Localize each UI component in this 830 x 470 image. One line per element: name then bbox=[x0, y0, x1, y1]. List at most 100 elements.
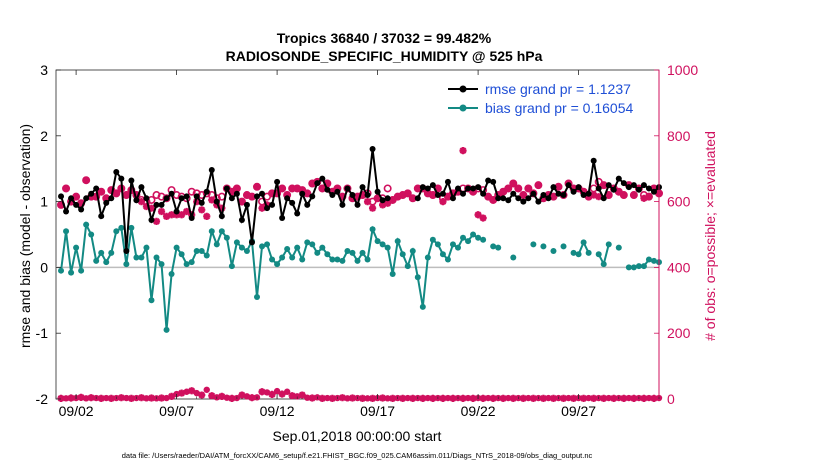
bias-point bbox=[118, 224, 125, 231]
bias-point bbox=[188, 259, 195, 266]
obs-evaluated-mark bbox=[198, 206, 206, 214]
obs-low-possible-mark bbox=[585, 394, 592, 402]
rmse-point bbox=[188, 215, 195, 222]
bias-point bbox=[630, 264, 637, 271]
rmse-point bbox=[203, 188, 210, 195]
obs-evaluated-mark bbox=[178, 211, 186, 219]
y2-tick-label: 600 bbox=[667, 194, 691, 210]
bias-point bbox=[98, 249, 105, 256]
bias-point bbox=[143, 244, 150, 251]
rmse-point bbox=[183, 193, 190, 200]
obs-evaluated-mark bbox=[157, 207, 166, 216]
obs-evaluated-mark bbox=[444, 193, 452, 201]
obs-evaluated-mark-stroke bbox=[338, 193, 347, 201]
obs-evaluated-mark bbox=[554, 183, 563, 191]
obs-evaluated-mark-stroke bbox=[524, 184, 532, 193]
bias-point bbox=[424, 254, 431, 261]
bias-point bbox=[444, 256, 451, 263]
obs-evaluated-mark-stroke bbox=[454, 188, 462, 196]
x-tick-label: 09/22 bbox=[461, 403, 496, 419]
obs-low-evaluated-mark bbox=[640, 394, 648, 402]
obs-possible-mark bbox=[187, 187, 196, 196]
bias-point bbox=[550, 247, 557, 254]
obs-low-evaluated-mark-stroke bbox=[198, 391, 206, 399]
rmse-point bbox=[329, 192, 336, 199]
obs-evaluated-mark-stroke bbox=[363, 198, 372, 206]
bias-point bbox=[228, 263, 235, 270]
bias-point bbox=[259, 243, 266, 250]
bias-point bbox=[540, 243, 547, 250]
obs-low-evaluated-mark-stroke bbox=[218, 392, 226, 400]
obs-low-evaluated-mark bbox=[519, 394, 527, 402]
obs-low-evaluated-mark-stroke bbox=[97, 394, 105, 402]
obs-low-evaluated-mark bbox=[379, 394, 387, 402]
obs-evaluated-mark-stroke bbox=[479, 214, 487, 222]
obs-low-evaluated-mark bbox=[509, 394, 517, 402]
obs-low-evaluated-mark-stroke bbox=[157, 394, 166, 402]
rmse-point bbox=[233, 190, 240, 197]
bias-point bbox=[374, 238, 381, 245]
obs-low-evaluated-mark-stroke bbox=[338, 394, 347, 402]
obs-evaluated-mark-stroke bbox=[374, 194, 382, 202]
rmse-point bbox=[208, 167, 215, 174]
rmse-point bbox=[108, 195, 115, 202]
obs-low-possible-mark bbox=[324, 394, 331, 402]
rmse-point bbox=[570, 188, 577, 195]
obs-evaluated-mark-stroke bbox=[318, 184, 326, 193]
rmse-point bbox=[63, 208, 70, 215]
bias-point bbox=[615, 244, 622, 251]
obs-evaluated-mark-stroke bbox=[97, 188, 105, 196]
rmse-point bbox=[254, 193, 260, 200]
obs-evaluated-mark bbox=[147, 204, 156, 212]
obs-low-evaluated-mark-stroke bbox=[449, 394, 457, 402]
obs-low-evaluated-mark bbox=[77, 393, 85, 401]
obs-evaluated-mark-stroke bbox=[162, 212, 171, 221]
obs-low-evaluated-mark bbox=[288, 392, 296, 400]
obs-low-evaluated-mark bbox=[178, 389, 186, 397]
obs-low-evaluated-mark-stroke bbox=[67, 394, 75, 402]
obs-low-evaluated-mark-stroke bbox=[459, 394, 467, 402]
obs-low-evaluated-mark bbox=[590, 394, 598, 402]
obs-evaluated-mark bbox=[519, 191, 527, 199]
obs-evaluated-mark-stroke bbox=[595, 193, 603, 201]
obs-low-evaluated-mark-stroke bbox=[389, 394, 397, 402]
bias-point bbox=[128, 224, 135, 231]
rmse-point bbox=[575, 184, 582, 191]
obs-evaluated-mark bbox=[243, 191, 251, 199]
obs-evaluated-mark-stroke bbox=[288, 184, 296, 193]
obs-evaluated-mark bbox=[368, 204, 377, 212]
bias-point bbox=[58, 267, 65, 274]
rmse-point bbox=[324, 186, 331, 193]
obs-low-evaluated-mark bbox=[479, 394, 487, 402]
bias-point bbox=[470, 231, 477, 238]
obs-evaluated-mark bbox=[97, 188, 105, 196]
obs-possible-mark bbox=[383, 184, 392, 193]
obs-evaluated-mark-stroke bbox=[645, 193, 653, 201]
obs-low-evaluated-mark-stroke bbox=[630, 394, 638, 402]
bias-point bbox=[480, 236, 487, 243]
obs-evaluated-mark-stroke bbox=[268, 189, 276, 197]
obs-low-evaluated-mark bbox=[117, 394, 125, 402]
obs-evaluated-mark-stroke bbox=[77, 199, 85, 207]
legend-bias-marker bbox=[459, 104, 467, 112]
rmse-point bbox=[600, 195, 607, 202]
rmse-point bbox=[434, 192, 441, 199]
obs-evaluated-mark-stroke bbox=[57, 201, 65, 209]
rmse-point bbox=[228, 195, 235, 202]
obs-low-evaluated-mark-stroke bbox=[107, 394, 115, 402]
obs-low-evaluated-mark bbox=[87, 394, 95, 402]
bias-point bbox=[264, 241, 271, 248]
obs-evaluated-mark bbox=[615, 188, 623, 196]
obs-low-evaluated-mark-stroke bbox=[509, 394, 517, 402]
bias-point bbox=[294, 244, 301, 251]
obs-low-possible-mark bbox=[304, 394, 311, 401]
bias-point bbox=[243, 247, 250, 254]
obs-evaluated-mark bbox=[102, 194, 110, 202]
obs-evaluated-mark-stroke bbox=[554, 183, 563, 191]
rmse-point bbox=[118, 175, 125, 182]
obs-low-evaluated-mark-stroke bbox=[590, 394, 598, 402]
obs-low-possible-mark bbox=[203, 386, 210, 393]
obs-low-possible-mark bbox=[444, 394, 452, 402]
obs-evaluated-mark bbox=[298, 186, 306, 194]
rmse-point bbox=[414, 195, 421, 202]
